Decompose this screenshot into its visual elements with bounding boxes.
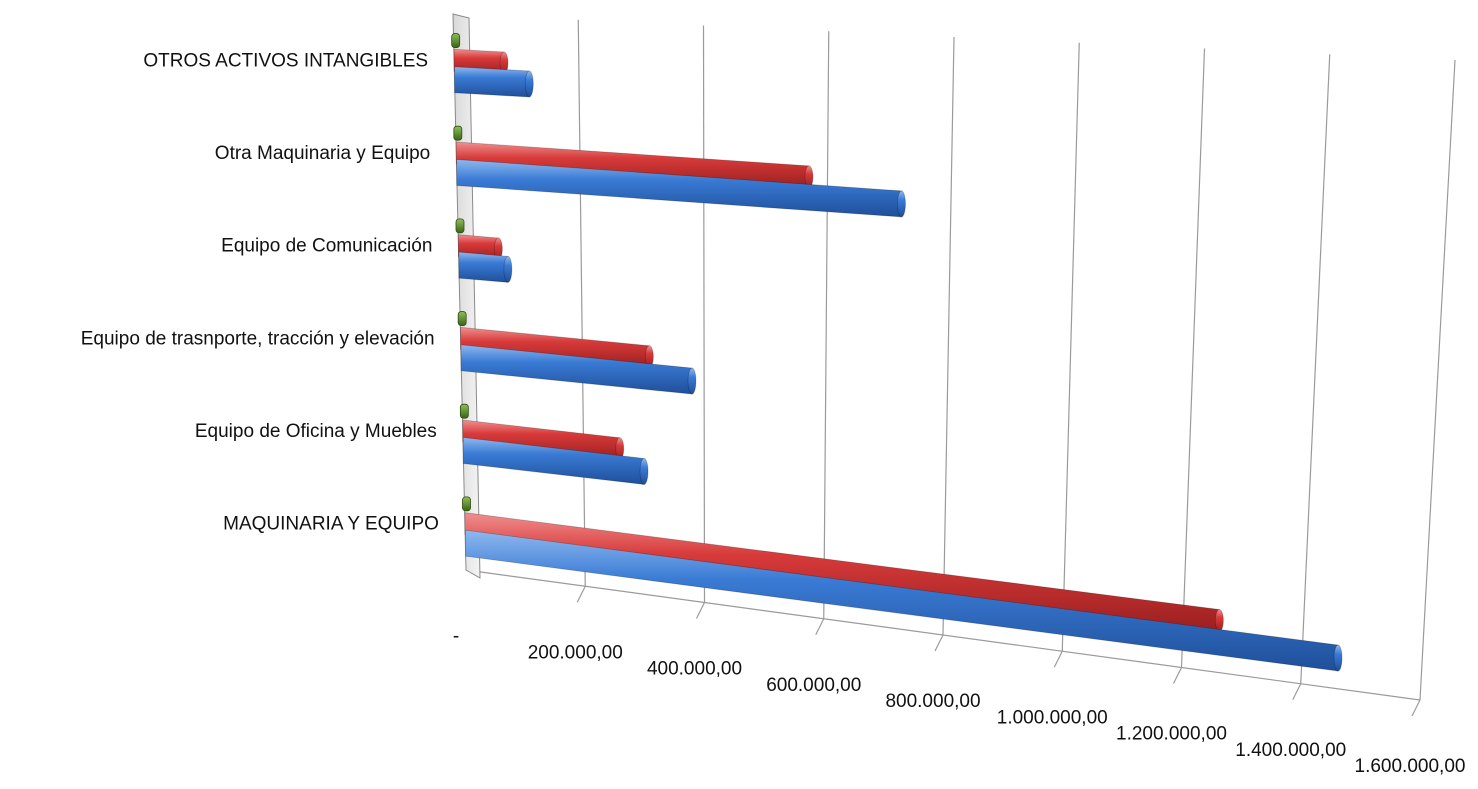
bar xyxy=(458,251,509,283)
x-tick-label: 1.200.000,00 xyxy=(1116,724,1227,745)
category-label: Equipo de trasnporte, tracción y elevaci… xyxy=(81,328,435,349)
bar-cap xyxy=(1214,609,1224,632)
side-wall xyxy=(452,13,481,579)
category-label: Equipo de Comunicación xyxy=(221,236,432,257)
gridline xyxy=(1061,42,1080,652)
grid-layer xyxy=(465,19,1456,717)
category-label: Equipo de Oficina y Muebles xyxy=(195,421,437,442)
bar-stub xyxy=(453,125,463,141)
x-tick-mark xyxy=(576,585,586,603)
bar-stub xyxy=(457,311,467,326)
x-tick-mark xyxy=(815,618,825,636)
x-tick-mark xyxy=(1411,699,1421,717)
x-tick-mark xyxy=(1292,683,1302,701)
x-tick-label: 800.000,00 xyxy=(885,691,980,712)
bar-cap xyxy=(687,367,697,395)
bar-stub xyxy=(459,403,469,419)
x-tick-mark xyxy=(1053,650,1063,668)
gridline xyxy=(577,19,586,587)
category-labels: MAQUINARIA Y EQUIPO Equipo de Oficina y M… xyxy=(81,50,439,534)
gridline xyxy=(1180,48,1206,668)
x-tick-label: 1.600.000,00 xyxy=(1355,756,1466,777)
x-tick-label: 1.400.000,00 xyxy=(1235,740,1346,761)
bar xyxy=(464,512,1220,632)
gridline xyxy=(942,36,955,636)
bar xyxy=(454,66,530,98)
gridline xyxy=(823,31,830,619)
category-label: OTROS ACTIVOS INTANGIBLES xyxy=(143,50,428,71)
bars-layer xyxy=(451,33,1343,672)
x-tick-label: - xyxy=(453,626,459,647)
bar-cap xyxy=(639,458,649,485)
gridline xyxy=(1300,54,1331,684)
x-tick-mark xyxy=(695,602,706,619)
x-tick-labels: - 200.000,00 400.000,00 600.000,00 800.000,0… xyxy=(453,626,1466,777)
x-tick-label: 400.000,00 xyxy=(647,659,742,680)
bar-stub xyxy=(451,33,461,48)
x-tick-mark xyxy=(1172,667,1183,684)
wall-panel xyxy=(452,13,481,579)
bar-stub xyxy=(455,218,465,234)
x-tick-label: 600.000,00 xyxy=(766,675,861,696)
category-label: Otra Maquinaria y Equipo xyxy=(215,143,430,164)
bar-cap xyxy=(503,255,513,283)
x-tick-label: 200.000,00 xyxy=(528,642,623,663)
gridline xyxy=(702,25,706,603)
gridline xyxy=(1419,59,1456,701)
category-label: MAQUINARIA Y EQUIPO xyxy=(223,514,439,535)
bar-cap xyxy=(524,70,534,98)
bar-stub xyxy=(462,496,471,512)
x-tick-mark xyxy=(934,634,944,652)
bar-cap xyxy=(897,190,906,218)
bar-cap xyxy=(1333,644,1343,672)
x-tick-label: 1.000.000,00 xyxy=(997,707,1108,728)
